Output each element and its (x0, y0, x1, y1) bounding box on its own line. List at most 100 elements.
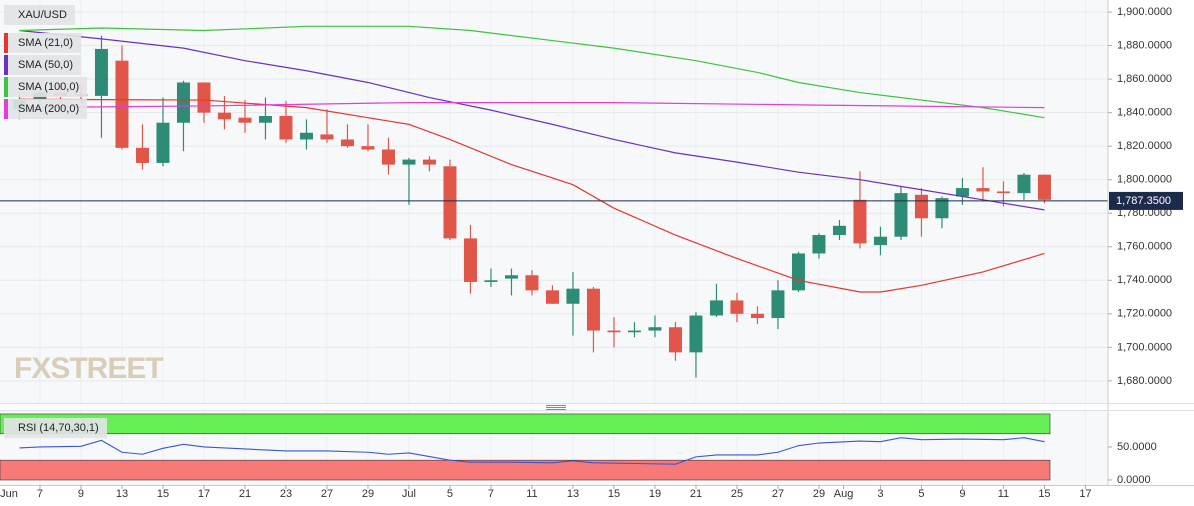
resize-handle[interactable] (546, 405, 566, 410)
candle-body (299, 132, 313, 140)
y-tick-label: 1,820.0000 (1117, 140, 1172, 152)
y-tick-label: 1,740.0000 (1117, 274, 1172, 286)
last-price-label: 1,787.3500 (1116, 195, 1171, 207)
candle-body (443, 166, 457, 239)
candle-body (484, 280, 498, 282)
candle-body (1017, 174, 1031, 194)
candle-body (525, 275, 539, 291)
x-tick-label: 13 (116, 488, 128, 500)
x-tick-label: 3 (877, 488, 883, 500)
candle-body (750, 313, 764, 319)
x-tick-label: 9 (959, 488, 965, 500)
candle-body (668, 327, 682, 353)
x-tick-label: 15 (157, 488, 169, 500)
candle-body (279, 116, 293, 140)
watermark: FXSTREET (14, 352, 163, 385)
candle-body (771, 290, 785, 319)
x-tick-label: 25 (731, 488, 743, 500)
candle-body (607, 330, 621, 333)
x-tick-label: 15 (608, 488, 620, 500)
candle-body (853, 199, 867, 244)
y-tick-label: 1,880.0000 (1117, 40, 1172, 52)
x-tick-label: 15 (1038, 488, 1050, 500)
legend-rsi[interactable]: RSI (14,70,30,1) (4, 418, 107, 438)
x-tick-label: Jul (402, 488, 416, 500)
candle-body (996, 191, 1010, 194)
legend-entry[interactable]: SMA (21,0) (4, 33, 82, 53)
y-tick-label: 1,900.0000 (1117, 6, 1172, 18)
candle-body (812, 235, 826, 254)
candle-body (935, 198, 949, 219)
x-tick-label: 11 (526, 488, 537, 500)
candle-body (320, 134, 334, 140)
candle-body (340, 139, 354, 147)
candle-body (566, 288, 580, 304)
candle-body (422, 159, 436, 165)
candle-body (504, 275, 518, 279)
candle-body (258, 116, 272, 123)
candle-body (832, 225, 846, 236)
candle-body (709, 300, 723, 316)
candle-body (689, 315, 703, 353)
candle-body (176, 82, 190, 123)
y-tick-label: 50.0000 (1117, 441, 1157, 453)
x-tick-label: 11 (998, 488, 1009, 500)
candle-body (135, 147, 149, 163)
y-tick-label: 1,720.0000 (1117, 308, 1172, 320)
y-tick-label: 0.0000 (1117, 474, 1151, 486)
y-tick-label: 1,760.0000 (1117, 241, 1172, 253)
candle-body (361, 146, 375, 150)
x-tick-label: 21 (690, 488, 702, 500)
candle-body (197, 82, 211, 113)
candle-body (156, 122, 170, 163)
line-series (19, 29, 1045, 211)
x-tick-label: Jun (0, 488, 18, 500)
x-tick-label: 7 (37, 488, 43, 500)
candle-body (402, 159, 416, 165)
candle-body (976, 188, 990, 192)
x-tick-label: 21 (239, 488, 251, 500)
candle-body (791, 253, 805, 291)
legend-entry[interactable]: SMA (100,0) (4, 77, 88, 97)
x-tick-label: 29 (362, 488, 374, 500)
y-tick-label: 1,700.0000 (1117, 341, 1172, 353)
x-tick-label: 23 (280, 488, 292, 500)
x-tick-label: Aug (834, 488, 854, 500)
candle-body (1037, 174, 1051, 200)
x-tick-label: 17 (198, 488, 210, 500)
x-tick-label: 27 (321, 488, 333, 500)
candle-body (381, 149, 395, 165)
x-tick-label: 19 (649, 488, 661, 500)
candle-body (894, 193, 908, 237)
candle-body (545, 290, 559, 304)
legend-entry[interactable]: SMA (50,0) (4, 55, 82, 75)
last-price-box (1109, 191, 1183, 210)
candle-body (115, 60, 129, 148)
x-tick-label: 17 (1079, 488, 1091, 500)
candle-body (217, 112, 231, 120)
candle-body (238, 117, 252, 123)
x-tick-label: 27 (772, 488, 784, 500)
x-tick-label: 5 (447, 488, 453, 500)
line-series (19, 437, 1045, 465)
x-tick-label: 5 (918, 488, 924, 500)
candle-body (463, 238, 477, 282)
legend-entry[interactable]: SMA (200,0) (4, 99, 88, 119)
rsi-band (0, 459, 1051, 481)
candle-body (627, 330, 641, 333)
line-series (19, 101, 1045, 109)
y-tick-label: 1,840.0000 (1117, 107, 1172, 119)
x-tick-label: 7 (488, 488, 494, 500)
candle-body (94, 48, 108, 96)
x-tick-label: 9 (78, 488, 84, 500)
y-tick-label: 1,680.0000 (1117, 375, 1172, 387)
legend-symbol[interactable]: XAU/USD (4, 5, 75, 25)
candle-body (873, 236, 887, 246)
rsi-band (0, 413, 1051, 435)
x-tick-label: 29 (813, 488, 825, 500)
line-series (19, 25, 1045, 119)
x-tick-label: 13 (567, 488, 579, 500)
candle-body (730, 300, 744, 314)
